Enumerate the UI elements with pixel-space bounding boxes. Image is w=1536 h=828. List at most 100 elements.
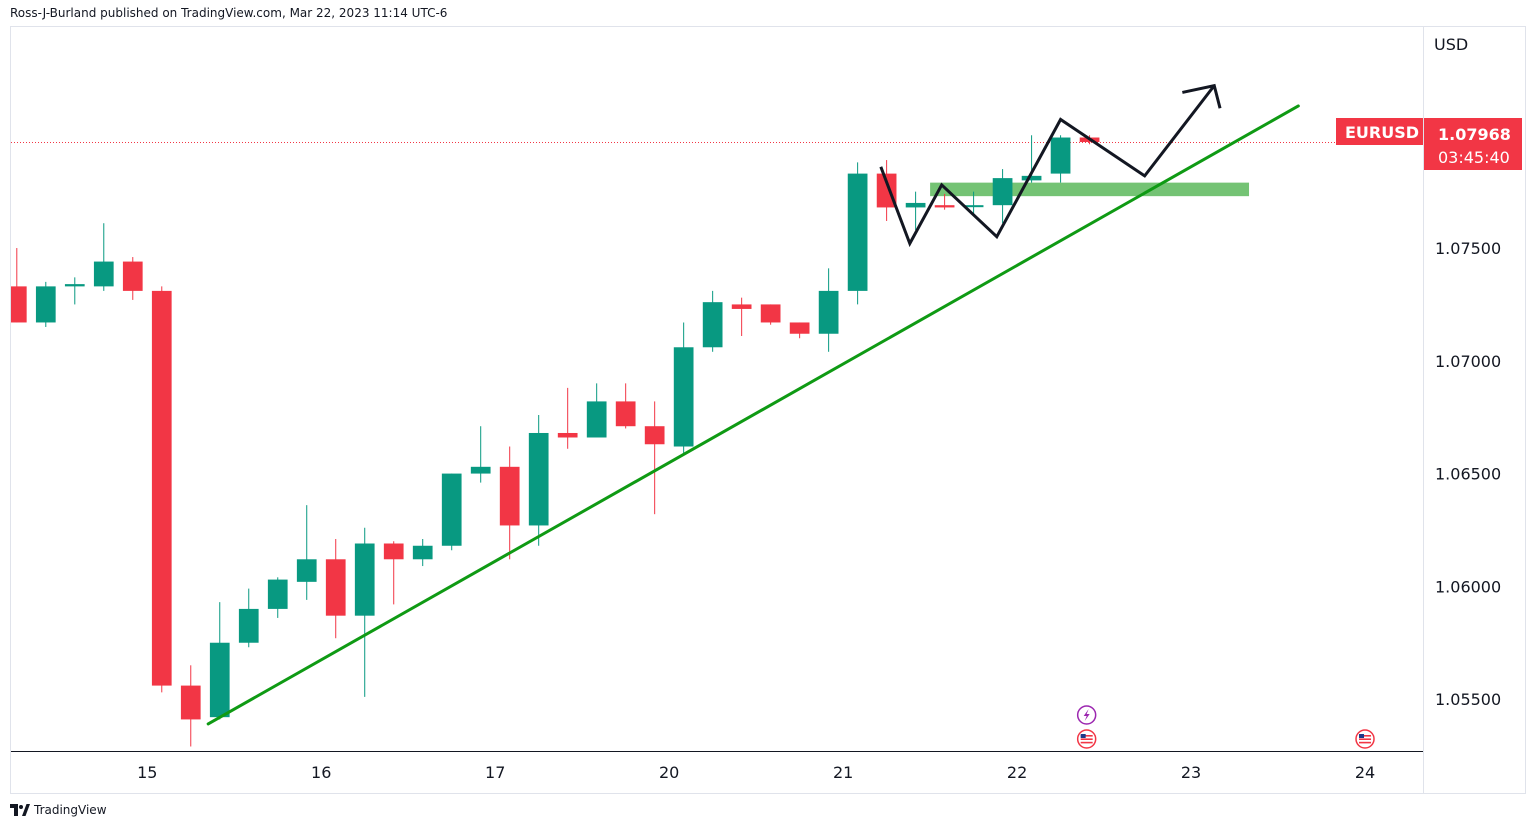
candle-body bbox=[11, 286, 27, 323]
currency-label: USD bbox=[1434, 35, 1468, 54]
time-axis[interactable]: 15 16 17 20 21 22 23 24 bbox=[137, 763, 1375, 782]
candle-body bbox=[905, 202, 926, 208]
candle-body bbox=[644, 426, 665, 445]
projection-arrow-head bbox=[1182, 83, 1222, 109]
candle-body bbox=[209, 642, 230, 718]
candle-body bbox=[760, 304, 781, 323]
candle-body bbox=[702, 302, 723, 348]
candle-body bbox=[818, 290, 839, 334]
bullish-candle[interactable] bbox=[64, 277, 85, 305]
symbol-tag-label: EURUSD bbox=[1345, 123, 1419, 142]
bearish-candle[interactable] bbox=[557, 387, 578, 449]
bullish-candle[interactable] bbox=[1050, 135, 1071, 183]
y-tick-label[interactable]: 1.05500 bbox=[1435, 690, 1501, 709]
ascending-trendline bbox=[206, 104, 1300, 726]
bullish-candle[interactable] bbox=[992, 169, 1013, 224]
us-flag-event-icon[interactable] bbox=[1355, 729, 1375, 749]
candles-layer[interactable] bbox=[11, 135, 1100, 747]
flag-canton bbox=[1080, 734, 1086, 738]
bullish-candle[interactable] bbox=[586, 383, 607, 438]
flag-stripe bbox=[1080, 738, 1093, 740]
candle-body bbox=[354, 543, 375, 616]
bullish-candle[interactable] bbox=[905, 191, 926, 230]
bullish-candle[interactable] bbox=[528, 414, 549, 546]
flag-stripe bbox=[1080, 735, 1093, 737]
footer-brand[interactable]: TradingView bbox=[10, 803, 107, 817]
lightning-event-icon[interactable] bbox=[1076, 705, 1097, 725]
bearish-candle[interactable] bbox=[731, 297, 752, 336]
bullish-candle[interactable] bbox=[209, 602, 230, 720]
us-flag-event-icon[interactable] bbox=[1076, 729, 1097, 749]
bearish-candle[interactable] bbox=[876, 160, 897, 221]
candle-body bbox=[93, 261, 114, 287]
bullish-candle[interactable] bbox=[963, 191, 984, 215]
bullish-candle[interactable] bbox=[847, 162, 868, 305]
price-axis[interactable]: 1.07500 1.07000 1.06500 1.06000 1.05500 bbox=[1435, 239, 1501, 709]
publisher-caption: Ross-J-Burland published on TradingView.… bbox=[10, 6, 448, 20]
candle-body bbox=[122, 261, 143, 291]
bullish-candle[interactable] bbox=[93, 223, 114, 291]
y-tick-label[interactable]: 1.06000 bbox=[1435, 577, 1501, 596]
x-tick-label[interactable]: 22 bbox=[1007, 763, 1027, 782]
x-tick-label[interactable]: 21 bbox=[833, 763, 853, 782]
candle-body bbox=[35, 286, 56, 323]
x-tick-label[interactable]: 15 bbox=[137, 763, 157, 782]
candle-body bbox=[963, 205, 984, 208]
candle-body bbox=[180, 685, 201, 720]
candle-body bbox=[615, 401, 636, 427]
bearish-candle[interactable] bbox=[644, 401, 665, 515]
candlestick-chart[interactable]: 15 16 17 20 21 22 23 24 1.075001.070001.065001.… bbox=[11, 27, 1525, 793]
x-tick-label[interactable]: 16 bbox=[311, 763, 331, 782]
symbol-price-tag[interactable]: EURUSD 1.07968 03:45:40 bbox=[1336, 118, 1522, 170]
bearish-candle[interactable] bbox=[11, 248, 27, 323]
bullish-candle[interactable] bbox=[35, 281, 56, 327]
candle-body bbox=[1050, 137, 1071, 174]
bearish-candle[interactable] bbox=[122, 257, 143, 300]
bullish-candle[interactable] bbox=[354, 527, 375, 697]
lightning-glyph bbox=[1083, 709, 1090, 721]
bullish-candle[interactable] bbox=[296, 505, 317, 600]
bullish-candle[interactable] bbox=[818, 268, 839, 352]
candle-body bbox=[934, 205, 955, 208]
bearish-candle[interactable] bbox=[325, 538, 346, 639]
events-layer[interactable] bbox=[1076, 705, 1375, 749]
bullish-candle[interactable] bbox=[702, 290, 723, 352]
bullish-candle[interactable] bbox=[470, 426, 491, 483]
bullish-candle[interactable] bbox=[267, 577, 288, 618]
price-tag-bg bbox=[1424, 118, 1522, 170]
candle-body bbox=[528, 432, 549, 526]
candle-body bbox=[238, 608, 259, 643]
bullish-candle[interactable] bbox=[441, 473, 462, 551]
candle-body bbox=[296, 559, 317, 582]
bearish-candle[interactable] bbox=[934, 193, 955, 210]
candle-body bbox=[412, 545, 433, 560]
x-tick-label[interactable]: 23 bbox=[1181, 763, 1201, 782]
bullish-candle[interactable] bbox=[238, 588, 259, 648]
candle-body bbox=[789, 322, 810, 334]
y-tick-label[interactable]: 1.06500 bbox=[1435, 465, 1501, 484]
bearish-candle[interactable] bbox=[499, 446, 520, 560]
bearish-candle[interactable] bbox=[615, 383, 636, 429]
bar-countdown-label: 03:45:40 bbox=[1438, 148, 1510, 167]
candle-body bbox=[557, 432, 578, 438]
candle-body bbox=[441, 473, 462, 546]
candle-body bbox=[499, 466, 520, 526]
flag-canton bbox=[1359, 734, 1365, 738]
bearish-candle[interactable] bbox=[760, 304, 781, 325]
x-tick-label[interactable]: 24 bbox=[1355, 763, 1375, 782]
bearish-candle[interactable] bbox=[180, 665, 201, 747]
support-zone-rect bbox=[930, 182, 1250, 197]
flag-stripe bbox=[1359, 738, 1372, 740]
y-tick-label[interactable]: 1.07500 bbox=[1435, 239, 1501, 258]
bearish-candle[interactable] bbox=[151, 286, 172, 693]
bearish-candle[interactable] bbox=[789, 322, 810, 339]
chart-frame[interactable]: 15 16 17 20 21 22 23 24 1.07500 1.07000 1.06500 1.… bbox=[10, 26, 1526, 794]
x-tick-label[interactable]: 20 bbox=[659, 763, 679, 782]
bearish-candle[interactable] bbox=[383, 541, 404, 605]
candle-body bbox=[267, 579, 288, 609]
bullish-candle[interactable] bbox=[412, 538, 433, 567]
bullish-candle[interactable] bbox=[673, 322, 694, 456]
y-tick-label[interactable]: 1.07000 bbox=[1435, 352, 1501, 371]
x-tick-label[interactable]: 17 bbox=[485, 763, 505, 782]
candle-body bbox=[731, 304, 752, 309]
